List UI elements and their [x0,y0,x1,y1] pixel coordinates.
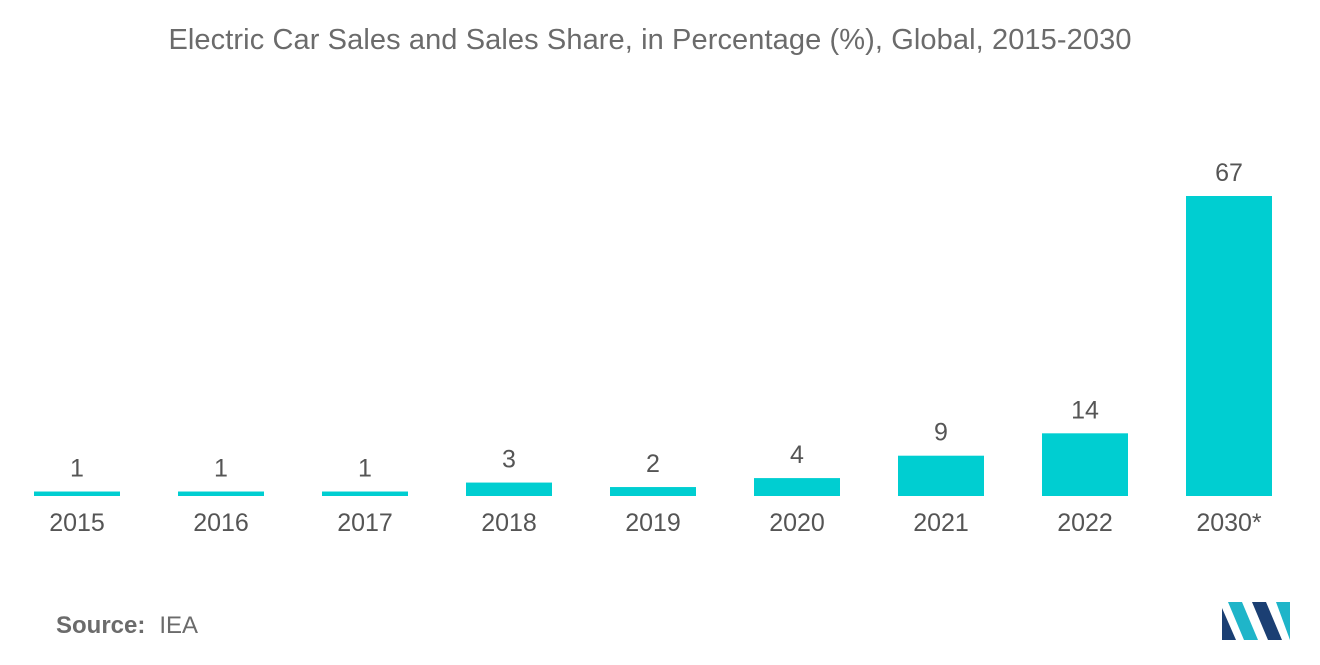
bar-2019 [610,487,696,496]
bar-2030* [1186,196,1272,496]
value-label-2015: 1 [70,455,84,483]
x-axis-tick-labels: 2015 2016 2017 2018 2019 2020 2021 2022 2030* [49,509,1262,537]
value-label-2016: 1 [214,455,228,483]
bar-2022 [1042,433,1128,496]
chart-title: Electric Car Sales and Sales Share, in P… [168,24,1132,56]
tick-label-2015: 2015 [49,509,105,537]
value-label-2017: 1 [358,455,372,483]
tick-label-2019: 2019 [625,509,681,537]
bar-2015 [34,491,120,496]
tick-label-2030*: 2030* [1196,509,1262,537]
bar-2016 [178,491,264,496]
tick-label-2021: 2021 [913,509,969,537]
value-label-2022: 14 [1071,396,1099,424]
mordor-intelligence-logo-icon [1222,602,1290,640]
bar-2021 [898,455,984,496]
tick-label-2018: 2018 [481,509,537,537]
value-label-2019: 2 [646,450,660,478]
bar-2017 [322,491,408,496]
source-note: Source: IEA [56,612,198,640]
tick-label-2017: 2017 [337,509,393,537]
value-label-2030*: 67 [1215,159,1243,187]
source-value: IEA [159,612,199,639]
source-label: Source: [56,612,146,639]
bar-2018 [466,482,552,496]
bar-value-labels: 1 1 1 3 2 4 9 14 67 [70,159,1243,483]
bars-group [34,196,1272,496]
tick-label-2022: 2022 [1057,509,1113,537]
bar-2020 [754,478,840,496]
value-label-2020: 4 [790,441,804,469]
bar-chart: 1 1 1 3 2 4 9 14 67 2015 2016 2017 2018 2019 2020 2021… [34,159,1272,537]
value-label-2018: 3 [502,446,516,474]
value-label-2021: 9 [934,419,948,447]
tick-label-2016: 2016 [193,509,249,537]
tick-label-2020: 2020 [769,509,825,537]
